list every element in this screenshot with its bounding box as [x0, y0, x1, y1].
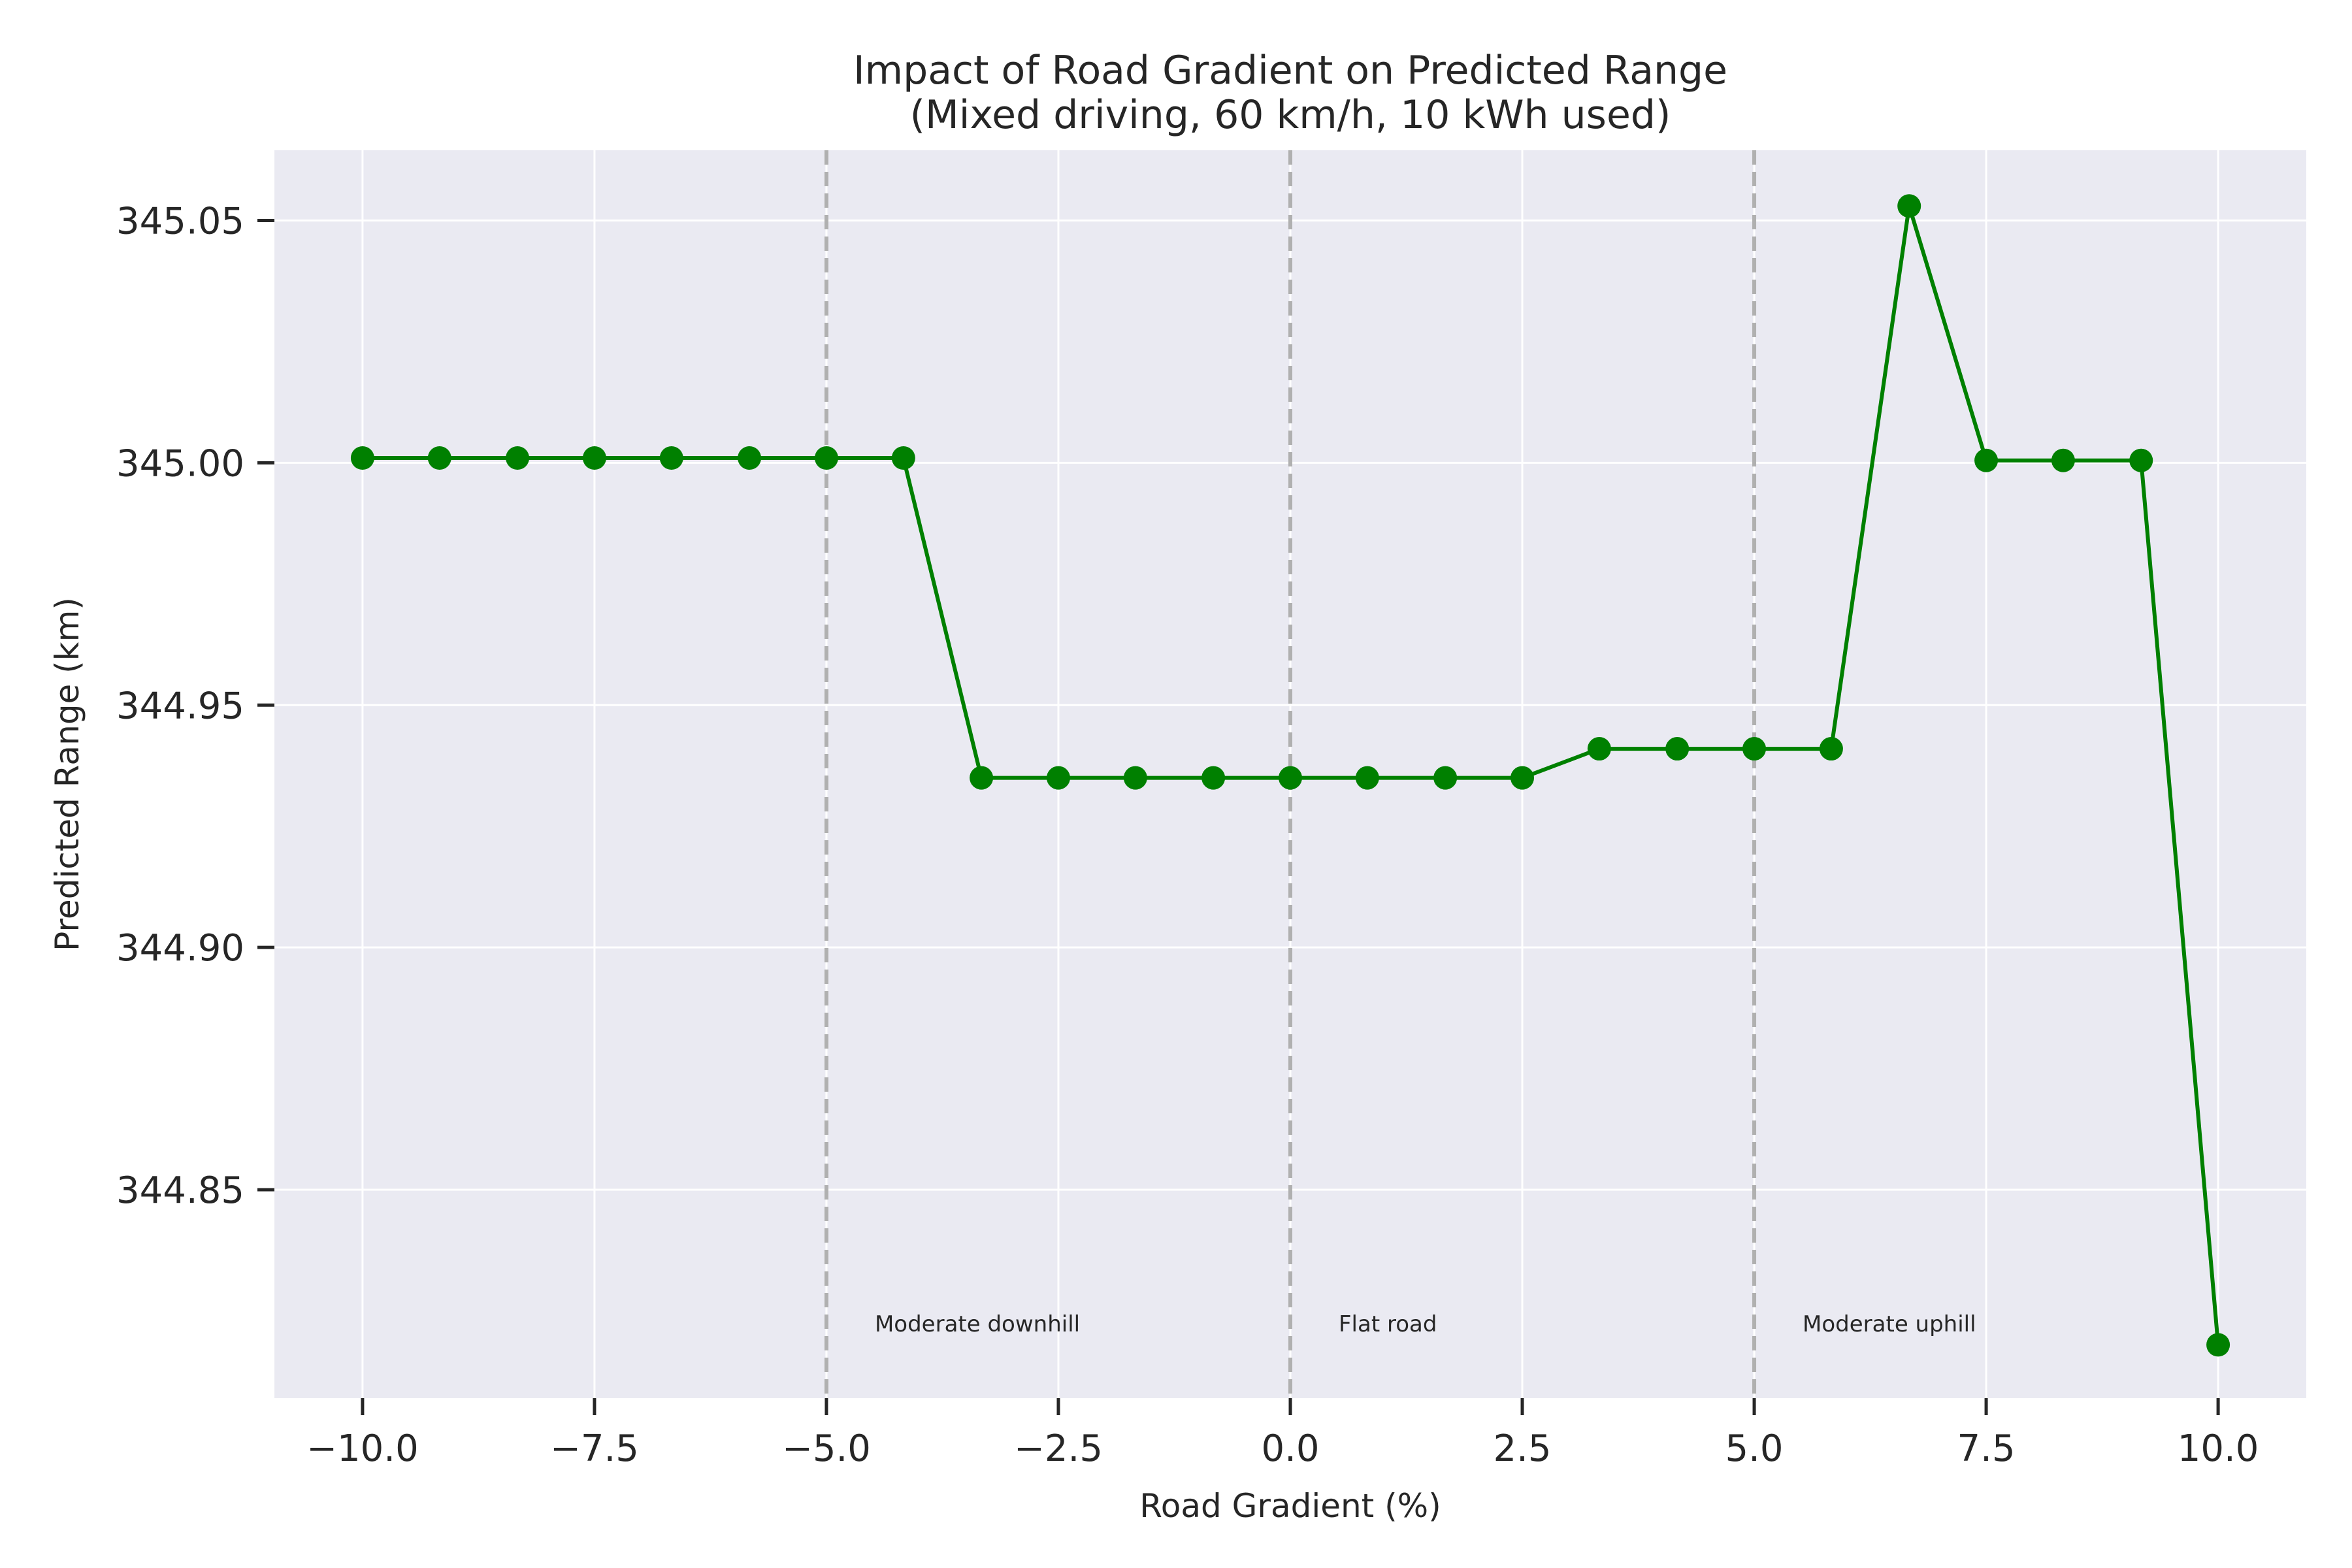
data-point — [582, 446, 606, 470]
x-axis-label: Road Gradient (%) — [1139, 1487, 1441, 1525]
data-point — [1123, 766, 1147, 790]
x-tick-label: −7.5 — [550, 1428, 639, 1470]
y-axis-ticks: 344.85 344.90 344.95 345.00 345.05 — [116, 201, 274, 1212]
data-point — [738, 446, 762, 470]
reference-line-label: Flat road — [1339, 1311, 1437, 1337]
reference-line-label: Moderate uphill — [1803, 1311, 1976, 1337]
data-point — [2051, 448, 2075, 472]
data-point — [1897, 194, 1921, 218]
data-point — [1279, 766, 1302, 790]
data-point — [506, 446, 530, 470]
data-point — [1433, 766, 1458, 790]
data-point — [2206, 1333, 2230, 1357]
x-axis-ticks: −10.0 −7.5 −5.0 −2.5 0.0 2.5 5.0 7.5 10.0 — [306, 1398, 2259, 1470]
data-point — [1819, 737, 1843, 761]
data-point — [1511, 766, 1535, 790]
x-tick-label: 2.5 — [1493, 1428, 1551, 1470]
data-point — [1046, 766, 1070, 790]
y-tick-label: 345.05 — [116, 201, 244, 243]
data-point — [1742, 737, 1767, 761]
data-point — [2129, 448, 2153, 472]
x-tick-label: −5.0 — [782, 1428, 871, 1470]
data-point — [814, 446, 838, 470]
data-point — [427, 446, 451, 470]
x-tick-label: 5.0 — [1725, 1428, 1784, 1470]
data-point — [1587, 737, 1611, 761]
data-point — [1201, 766, 1226, 790]
data-point — [659, 446, 683, 470]
chart-title: Impact of Road Gradient on Predicted Ran… — [853, 48, 1727, 93]
x-tick-label: −10.0 — [306, 1428, 419, 1470]
x-tick-label: 0.0 — [1261, 1428, 1319, 1470]
x-tick-label: 10.0 — [2178, 1428, 2259, 1470]
y-tick-label: 344.85 — [116, 1169, 244, 1212]
data-point — [1355, 766, 1379, 790]
x-tick-label: 7.5 — [1957, 1428, 2016, 1470]
data-point — [350, 446, 374, 470]
reference-lines: Moderate downhill Flat road Moderate uphil… — [824, 150, 1976, 1398]
data-point — [1974, 448, 1999, 472]
y-axis-label: Predicted Range (km) — [48, 597, 86, 951]
reference-line-label: Moderate downhill — [875, 1311, 1080, 1337]
data-series — [350, 194, 2230, 1357]
y-tick-label: 345.00 — [116, 442, 244, 485]
x-tick-label: −2.5 — [1014, 1428, 1103, 1470]
data-point — [891, 446, 915, 470]
y-tick-label: 344.90 — [116, 927, 244, 970]
data-point — [1665, 737, 1690, 761]
chart-subtitle: (Mixed driving, 60 km/h, 10 kWh used) — [910, 92, 1671, 138]
data-point — [970, 766, 994, 790]
y-tick-label: 344.95 — [116, 685, 244, 727]
